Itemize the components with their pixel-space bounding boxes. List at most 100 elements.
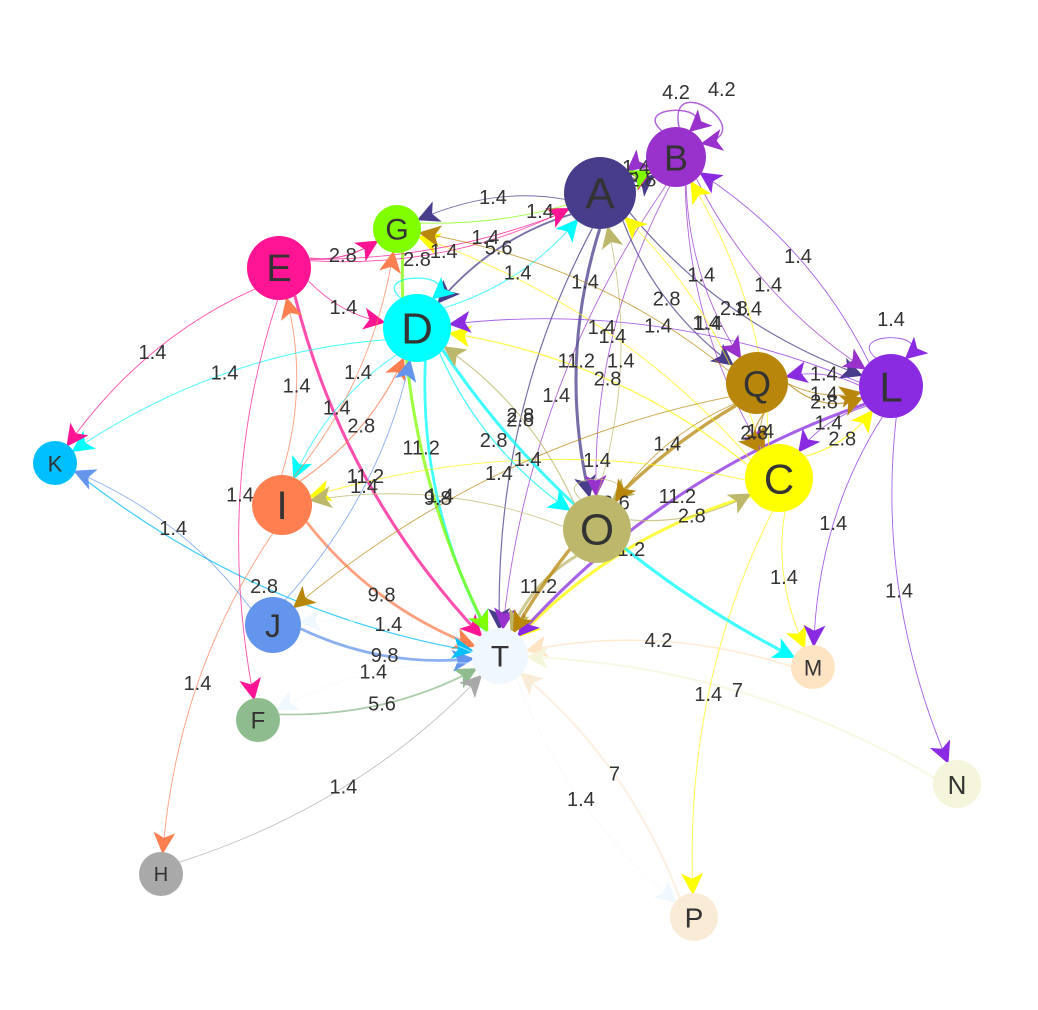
edge-j-to-d [284, 359, 417, 601]
node-circle-p[interactable] [670, 893, 718, 941]
node-t[interactable]: T [472, 628, 528, 684]
node-p[interactable]: P [670, 893, 718, 941]
node-label-h: H [154, 864, 168, 886]
node-n[interactable]: N [933, 760, 981, 808]
edge-n-to-t [525, 646, 935, 779]
edge-label-q-to-l: 1.4 [810, 383, 838, 405]
edge-label-f-to-t: 5.6 [368, 693, 396, 715]
node-l[interactable]: L [859, 354, 923, 418]
edge-l-to-t [517, 402, 866, 637]
node-circle-f[interactable] [236, 698, 280, 742]
node-circle-m[interactable] [791, 645, 835, 689]
edge-c-to-t [517, 494, 751, 638]
node-d[interactable]: D [383, 294, 451, 362]
edge-e-to-d [308, 280, 386, 330]
node-circle-n[interactable] [933, 760, 981, 808]
edge-label-m-to-t: 4.2 [645, 630, 673, 652]
edge-label-t-to-f: 1.4 [359, 662, 387, 684]
edge-h-to-t [179, 674, 483, 863]
edge-d-to-i [292, 354, 397, 480]
node-k[interactable]: K [33, 441, 77, 485]
node-label-b: B [664, 138, 688, 179]
edge-labels-layer: 2.81.411.29.811.25.611.21.49.89.82.811.2… [139, 79, 913, 811]
edge-label-a-to-t: 2.8 [506, 409, 534, 431]
edge-a-to-g [416, 195, 565, 222]
node-g[interactable]: G [373, 205, 421, 253]
edge-o-to-i [309, 486, 564, 527]
edge-label-c-to-l: 2.8 [828, 429, 856, 451]
edge-label-l-to-m: 1.4 [819, 513, 847, 535]
edge-q-to-c [737, 412, 765, 453]
edge-b-to-b [677, 101, 725, 151]
edge-label-o-to-a: 1.4 [607, 350, 635, 372]
edge-b-to-c [684, 185, 763, 451]
node-b[interactable]: B [646, 127, 706, 187]
edge-l-to-b [699, 172, 870, 363]
node-circle-c[interactable] [745, 444, 813, 512]
node-h[interactable]: H [139, 852, 183, 896]
node-circle-d[interactable] [383, 294, 451, 362]
edge-label-q-to-j: 1.4 [485, 463, 513, 485]
node-circle-q[interactable] [726, 352, 788, 414]
edge-label-i-to-h: 1.4 [184, 673, 212, 695]
edge-label-p-to-t: 7 [609, 764, 620, 786]
node-circle-l[interactable] [859, 354, 923, 418]
edge-label-d-to-a: 1.4 [504, 262, 532, 284]
edge-q-to-o [614, 403, 735, 503]
edge-d-to-k [71, 339, 386, 452]
edge-label-o-to-c: 2.8 [678, 505, 706, 527]
edge-label-b-to-q: 1.4 [687, 264, 715, 286]
edge-label-e-to-t: 11.2 [347, 466, 384, 488]
node-j[interactable]: J [245, 597, 301, 653]
node-circle-g[interactable] [373, 205, 421, 253]
edge-label-l-to-n: 1.4 [885, 580, 913, 602]
node-label-p: P [685, 903, 704, 934]
edge-label-e-to-g: 2.8 [329, 245, 357, 267]
edge-label-i-to-e: 1.4 [283, 376, 311, 398]
node-o[interactable]: O [563, 495, 631, 563]
edge-label-l-to-q: 1.4 [810, 364, 838, 386]
edge-c-to-l [805, 409, 874, 458]
node-c[interactable]: C [745, 444, 813, 512]
node-circle-o[interactable] [563, 495, 631, 563]
node-circle-b[interactable] [646, 127, 706, 187]
edge-e-to-f [238, 299, 278, 701]
node-circle-a[interactable] [564, 157, 636, 229]
edge-k-to-t [74, 471, 475, 659]
node-circle-j[interactable] [245, 597, 301, 653]
edge-e-to-t [293, 295, 483, 638]
edge-t-to-j [298, 609, 473, 653]
node-circle-h[interactable] [139, 852, 183, 896]
node-label-o: O [580, 506, 614, 555]
node-m[interactable]: M [791, 645, 835, 689]
node-circle-i[interactable] [252, 475, 312, 535]
edge-label-b-to-o: 1.4 [598, 326, 626, 348]
edge-label-a-to-o: 11.2 [558, 351, 595, 373]
edge-label-o-to-t: 11.2 [520, 576, 557, 598]
edge-l-to-q [785, 361, 860, 386]
edge-label-t-to-p: 1.4 [567, 789, 595, 811]
node-a[interactable]: A [564, 157, 636, 229]
edge-b-to-o [584, 186, 671, 498]
edge-t-to-f [275, 662, 473, 711]
node-e[interactable]: E [247, 236, 311, 300]
edge-l-to-m [803, 416, 883, 648]
edge-label-i-to-t: 9.8 [368, 584, 396, 606]
node-circle-e[interactable] [247, 236, 311, 300]
edge-label-c-to-a: 1.4 [695, 313, 723, 335]
edge-b-to-a [626, 149, 651, 172]
node-q[interactable]: Q [726, 352, 788, 414]
edge-l-to-l [868, 336, 929, 360]
edge-label-n-to-t: 7 [732, 680, 743, 702]
node-circle-t[interactable] [472, 628, 528, 684]
edge-label-b-to-b: 4.2 [708, 79, 736, 101]
node-f[interactable]: F [236, 698, 280, 742]
node-circle-k[interactable] [33, 441, 77, 485]
edge-label-e-to-f: 1.4 [226, 484, 254, 506]
edge-i-to-t [305, 521, 476, 649]
edge-i-to-g [293, 250, 401, 478]
edge-label-o-to-o: 1.4 [583, 450, 611, 472]
node-i[interactable]: I [252, 475, 312, 535]
edge-label-b-to-b: 4.2 [662, 82, 690, 104]
edge-c-to-m [781, 511, 807, 649]
